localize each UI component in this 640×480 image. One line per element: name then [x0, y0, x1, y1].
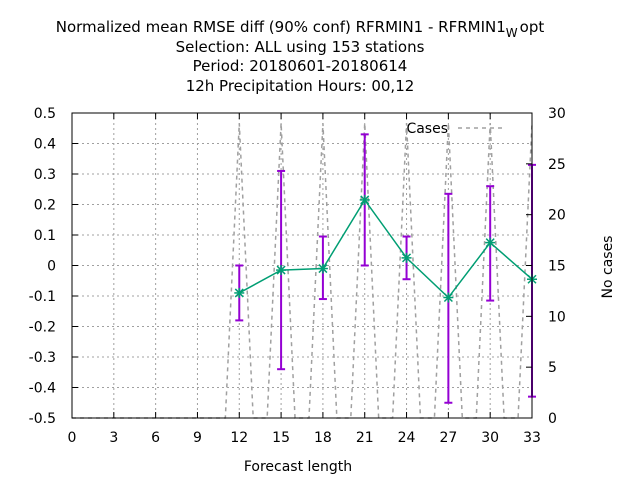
y-tick-label: 0.3 — [34, 167, 56, 183]
y2-tick-label: 30 — [548, 106, 566, 122]
grid — [72, 113, 532, 418]
axis-ticks: 0 3 6 9 12 15 18 21 24 27 30 33 -0.5 -0.4 -0.3 -0.2 -0.1… — [29, 106, 566, 446]
rmse-series — [234, 133, 537, 404]
y2-tick-label: 20 — [548, 208, 566, 224]
data-point — [359, 194, 370, 205]
title-line-4: 12h Precipitation Hours: 00,12 — [186, 77, 415, 95]
y-tick-label: 0 — [47, 259, 56, 275]
y2-tick-label: 25 — [548, 157, 566, 173]
x-tick-label: 21 — [356, 430, 374, 446]
title-line-1: Normalized mean RMSE diff (90% conf) RFR… — [56, 18, 545, 40]
y-tick-label: 0.2 — [34, 198, 56, 214]
y2-tick-label: 10 — [548, 309, 566, 325]
title-line-1-text: Normalized mean RMSE diff (90% conf) RFR… — [56, 18, 506, 36]
x-tick-label: 0 — [68, 430, 77, 446]
x-tick-label: 12 — [230, 430, 248, 446]
title-line-1-subscript: W — [506, 26, 518, 40]
legend-label-cases: Cases — [406, 121, 448, 137]
y2-tick-label: 0 — [548, 411, 557, 427]
x-tick-label: 18 — [314, 430, 332, 446]
title-line-2: Selection: ALL using 153 stations — [176, 38, 425, 56]
chart-title: Normalized mean RMSE diff (90% conf) RFR… — [56, 18, 545, 95]
y-tick-label: -0.3 — [29, 350, 56, 366]
x-tick-label: 33 — [523, 430, 541, 446]
x-tick-label: 9 — [193, 430, 202, 446]
x-tick-label: 30 — [481, 430, 499, 446]
y-tick-label: -0.2 — [29, 320, 56, 336]
y2-axis-label: No cases — [600, 236, 616, 299]
data-point — [317, 263, 328, 274]
data-point — [401, 252, 412, 263]
x-tick-label: 6 — [151, 430, 160, 446]
x-axis-label: Forecast length — [244, 459, 352, 475]
x-tick-label: 27 — [439, 430, 457, 446]
rmse-line — [238, 198, 533, 299]
cases-line — [72, 123, 533, 419]
x-tick-label: 24 — [398, 430, 416, 446]
y2-tick-label: 15 — [548, 259, 566, 275]
data-point — [485, 237, 496, 248]
data-point — [443, 292, 454, 303]
y-tick-label: 0.5 — [34, 106, 56, 122]
y-tick-label: 0.4 — [34, 137, 56, 153]
cases-series — [72, 123, 533, 419]
title-line-1-suffix: opt — [520, 18, 545, 36]
y-tick-label: -0.5 — [29, 411, 56, 427]
y2-tick-label: 5 — [548, 360, 557, 376]
y-tick-label: -0.1 — [29, 289, 56, 305]
y-tick-label: 0.1 — [34, 228, 56, 244]
legend: Cases — [406, 121, 506, 137]
title-line-3: Period: 20180601-20180614 — [193, 57, 408, 75]
data-point — [234, 287, 245, 298]
x-tick-label: 3 — [109, 430, 118, 446]
y-tick-label: -0.4 — [29, 381, 56, 397]
x-tick-label: 15 — [272, 430, 290, 446]
data-point — [276, 265, 287, 276]
